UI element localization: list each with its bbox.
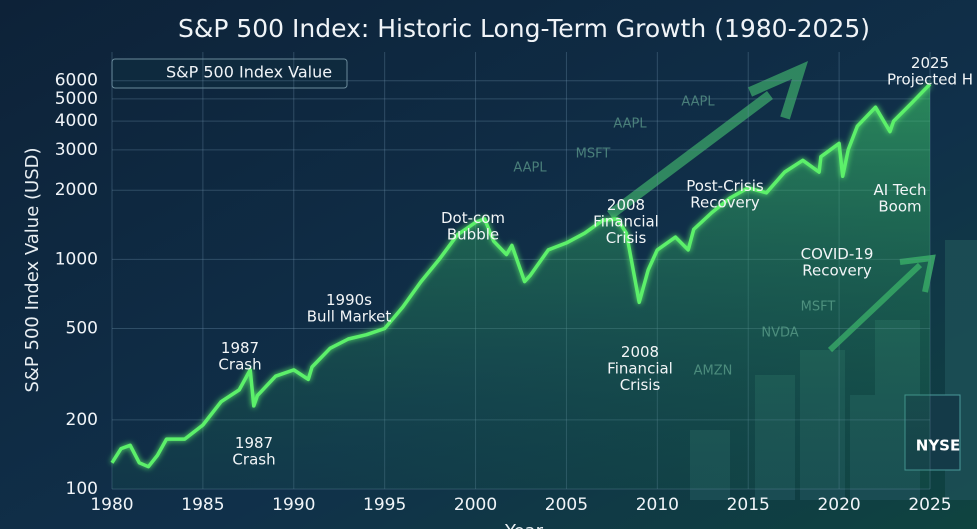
annotation: 1987 Crash	[218, 339, 261, 374]
annotation: 2025 Projected H	[887, 54, 973, 89]
annotation: Dot-com Bubble	[441, 209, 505, 244]
background-label: AAPL	[513, 161, 547, 176]
y-tick-label: 5000	[55, 89, 98, 109]
background-label: AMZN	[694, 364, 733, 379]
background-label: NYSE	[916, 437, 960, 455]
y-tick-label: 1000	[55, 249, 98, 269]
y-tick-label: 500	[66, 318, 98, 338]
x-tick-label: 2015	[727, 495, 770, 515]
arrow-decoration	[607, 60, 809, 219]
background-label: AAPL	[681, 95, 715, 110]
x-tick-label: 1980	[90, 495, 133, 515]
area-fill	[112, 84, 930, 489]
x-tick-label: 2000	[454, 495, 497, 515]
background-label: MSFT	[576, 147, 611, 162]
background-label: AAPL	[613, 117, 647, 132]
background-label: MSFT	[801, 300, 836, 315]
y-axis-label: S&P 500 Index Value (USD)	[22, 147, 43, 392]
x-axis-label: Year	[504, 521, 544, 529]
y-tick-label: 100	[66, 479, 98, 499]
y-tick-label: 4000	[55, 111, 98, 131]
x-tick-label: 2025	[908, 495, 951, 515]
chart-title: S&P 500 Index: Historic Long-Term Growth…	[178, 14, 870, 43]
legend-label: S&P 500 Index Value	[166, 63, 332, 82]
annotation: 1990s Bull Market	[307, 291, 392, 326]
y-tick-label: 3000	[55, 140, 98, 160]
annotation: 2008 Financial Crisis	[607, 343, 673, 394]
annotation: 2008 Financial Crisis	[593, 196, 659, 247]
y-tick-label: 2000	[55, 180, 98, 200]
legend	[111, 58, 348, 89]
background-label: NVDA	[761, 326, 798, 341]
x-tick-label: 1985	[181, 495, 224, 515]
x-tick-label: 2005	[545, 495, 588, 515]
y-tick-label: 6000	[55, 71, 98, 91]
line	[110, 82, 932, 469]
x-tick-label: 1995	[363, 495, 406, 515]
annotation: AI Tech Boom	[873, 181, 926, 216]
annotation: COVID-19 Recovery	[801, 245, 874, 280]
x-tick-label: 1990	[272, 495, 315, 515]
y-tick-label: 200	[66, 410, 98, 430]
x-tick-label: 2010	[636, 495, 679, 515]
annotation: 1987 Crash	[232, 434, 275, 469]
x-tick-label: 2020	[817, 495, 860, 515]
annotation: Post-Crisis Recovery	[686, 177, 764, 212]
